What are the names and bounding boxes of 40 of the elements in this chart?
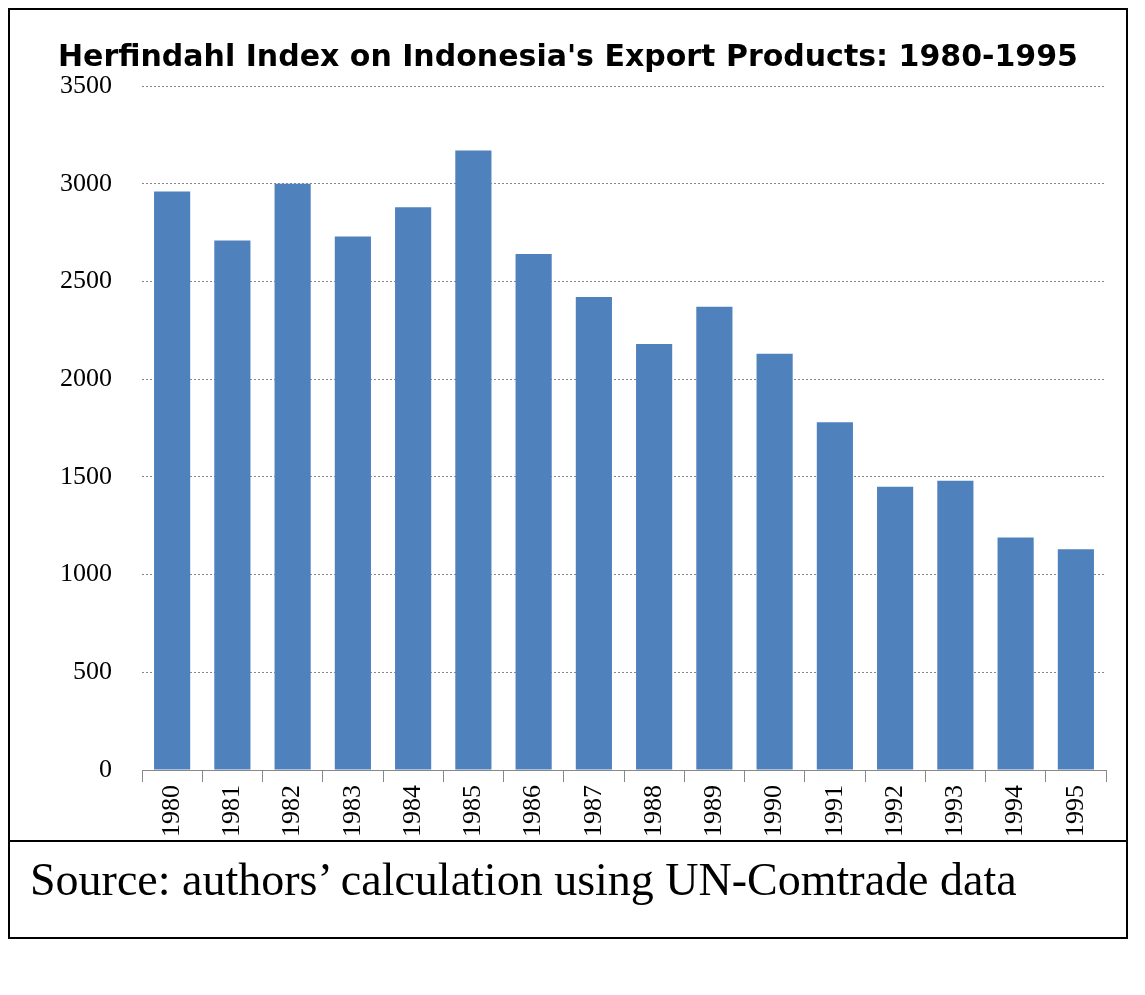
x-tick-label: 1982 [276,785,306,837]
x-tick-label: 1984 [396,785,426,837]
x-tick-label: 1989 [698,785,728,837]
y-tick-label: 2500 [60,265,112,295]
x-tick-label: 1994 [999,785,1029,837]
x-tick-label: 1980 [155,785,185,837]
x-tick-label: 1985 [457,785,487,837]
bar [515,254,552,770]
bar [816,422,853,770]
x-tick-label: 1990 [758,785,788,837]
bar [937,480,974,770]
y-tick-label: 0 [99,753,112,783]
bar [575,297,612,770]
x-tick-label: 1992 [878,785,908,837]
x-tick-label: 1987 [577,785,607,837]
bar [455,150,492,770]
bar [274,183,311,770]
y-tick-label: 2000 [60,362,112,392]
x-tick-label: 1981 [216,785,246,837]
x-tick-label: 1986 [517,785,547,837]
x-tick-label: 1983 [336,785,366,837]
bar [696,306,733,770]
x-tick-label: 1995 [1059,785,1089,837]
x-tick-label: 1993 [939,785,969,837]
y-tick-label: 500 [73,656,112,686]
bar [154,191,191,770]
x-tick-label: 1991 [818,785,848,837]
bar [877,486,914,770]
bar [1057,549,1094,770]
bar [997,537,1034,770]
bar [636,343,673,770]
y-tick-label: 3000 [60,167,112,197]
y-tick-label: 1000 [60,558,112,588]
source-note: Source: authors’ calculation using UN-Comtrade data [30,853,1018,907]
y-tick-label: 1500 [60,460,112,490]
bar [334,236,371,770]
x-tick-label: 1988 [637,785,667,837]
bar [756,353,793,770]
bar [395,207,432,770]
bar [214,240,251,770]
